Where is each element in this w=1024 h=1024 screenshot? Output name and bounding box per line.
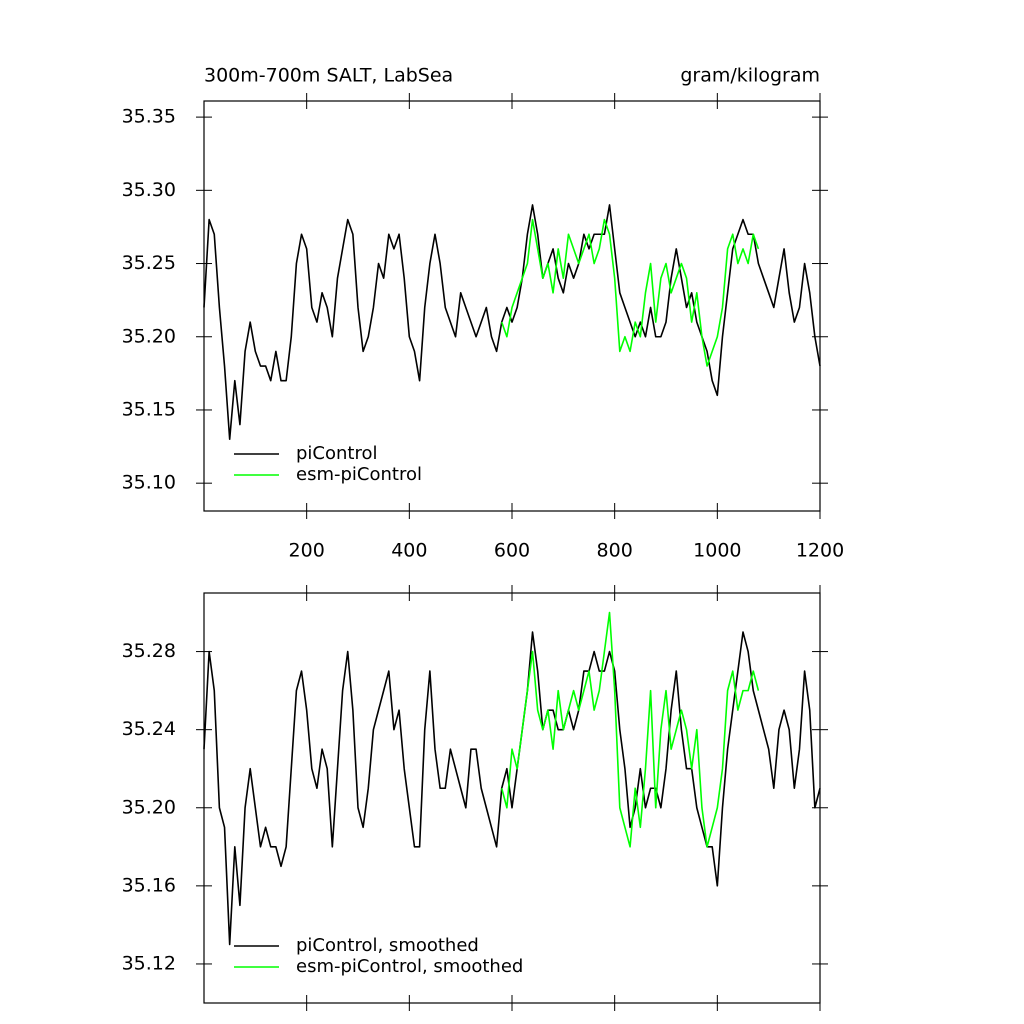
data-line — [500, 218, 760, 367]
x-tick-label: 200 — [289, 540, 325, 562]
y-tick-label: 35.28 — [122, 640, 176, 662]
y-tick-label: 35.25 — [122, 252, 176, 274]
y-tick-label: 35.20 — [122, 796, 176, 818]
legend-label: esm-piControl — [296, 464, 422, 485]
y-tick-label: 35.35 — [122, 106, 176, 128]
data-line — [500, 611, 760, 848]
x-tick-label: 1200 — [796, 540, 844, 562]
legend-label: piControl, smoothed — [296, 935, 479, 956]
x-tick-label: 1000 — [693, 540, 741, 562]
data-line — [203, 631, 821, 946]
legend-label: piControl — [296, 443, 378, 464]
y-tick-label: 35.10 — [122, 472, 176, 494]
y-tick-label: 35.15 — [122, 398, 176, 420]
legend-label: esm-piControl, smoothed — [296, 956, 523, 977]
chart-title: 300m-700m SALT, LabSea — [204, 65, 453, 87]
x-tick-label: 600 — [494, 540, 530, 562]
x-tick-label: 800 — [597, 540, 633, 562]
y-tick-label: 35.24 — [122, 718, 176, 740]
x-tick-label: 400 — [391, 540, 427, 562]
y-tick-label: 35.16 — [122, 874, 176, 896]
units-label: gram/kilogram — [680, 65, 820, 87]
y-tick-label: 35.20 — [122, 325, 176, 347]
y-tick-label: 35.30 — [122, 179, 176, 201]
data-line — [203, 204, 821, 441]
y-tick-label: 35.12 — [122, 952, 176, 974]
